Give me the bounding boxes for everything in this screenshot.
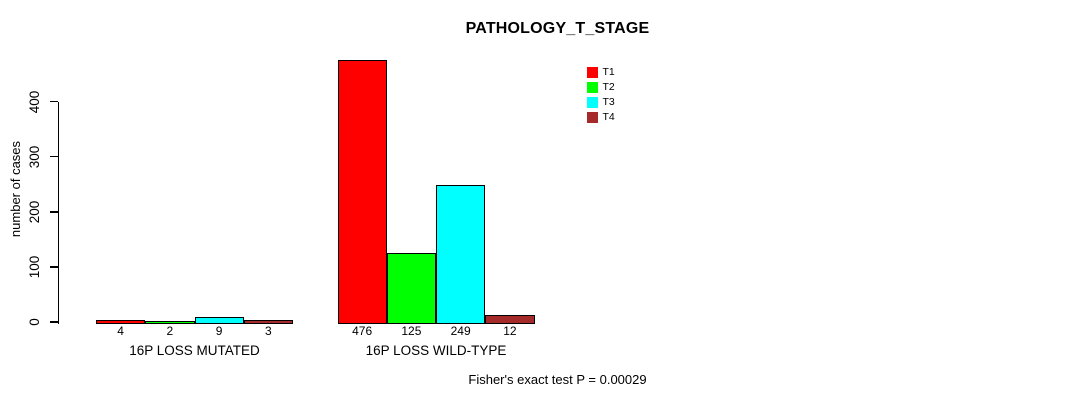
y-axis-label: number of cases [8,140,23,238]
bar [194,316,244,324]
bar-value-label: 476 [352,324,373,338]
legend-item: T4 [587,110,615,125]
bar-value-label: 4 [117,324,124,338]
y-tick [49,321,58,323]
bar [96,319,146,324]
legend: T1 T2 T3 T4 [587,65,615,125]
y-axis-line [57,101,59,324]
legend-label: T4 [602,111,615,123]
category-label: 16P LOSS MUTATED [129,342,260,358]
bar-value-label: 3 [265,324,272,338]
legend-item: T3 [587,95,615,110]
bar [145,320,195,324]
bar-value-label: 2 [166,324,174,338]
legend-label: T2 [602,81,615,93]
y-tick [49,100,58,103]
legend-label: T1 [602,66,615,78]
y-tick-label: 400 [27,90,42,113]
y-tick-label: 200 [27,200,42,224]
legend-item: T2 [587,80,615,95]
legend-swatch-t4 [587,112,598,123]
y-tick [49,266,58,268]
bar [243,319,293,324]
y-tick [49,211,58,213]
bar [386,252,436,324]
stat-annotation: Fisher's exact test P = 0.00029 [468,372,647,387]
y-tick [49,155,58,158]
y-tick-label: 0 [27,318,42,326]
legend-label: T3 [602,96,615,108]
bar-value-label: 9 [215,324,223,338]
y-tick-label: 300 [27,145,42,168]
bar-value-label: 12 [503,324,517,338]
bar [337,59,387,324]
bar [485,314,535,324]
bar-value-label: 249 [450,324,471,338]
category-label: 16P LOSS WILD-TYPE [365,342,507,358]
legend-swatch-t3 [587,97,598,108]
bar [436,184,486,324]
chart-title: PATHOLOGY_T_STAGE [465,20,650,37]
legend-swatch-t2 [587,82,598,93]
legend-item: T1 [587,65,615,80]
y-tick-label: 100 [27,255,42,279]
legend-swatch-t1 [587,67,598,78]
bar-value-label: 125 [401,324,422,338]
